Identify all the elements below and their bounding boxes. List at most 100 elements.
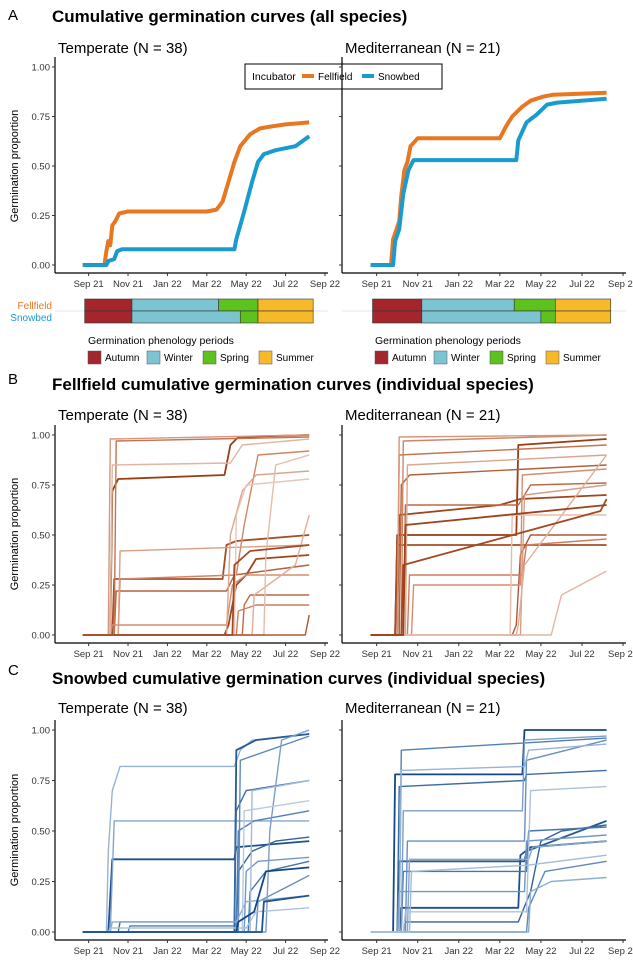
phenology-segment-spring [239,310,259,324]
x-tick-label: Sep 22 [310,279,340,290]
x-tick-label: Sep 21 [362,279,392,290]
species-curve [82,907,310,933]
legend-spring-label: Spring [220,353,249,364]
y-tick-label: 0.75 [32,481,51,492]
y-tick-label: 0.50 [32,531,51,542]
x-tick-label: Nov 21 [113,279,143,290]
x-tick-label: May 22 [525,946,556,957]
x-tick-label: Jul 22 [273,279,298,290]
x-tick-label: Mar 22 [192,279,222,290]
phenology-segment-summer [554,310,612,324]
x-tick-label: Mar 22 [485,649,515,660]
species-curve [82,874,310,933]
y-tick-label: 0.00 [32,631,51,642]
species-curve [82,534,310,636]
phenology-row-label-fellfield: Fellfield [18,301,52,312]
legend-summer-swatch [258,350,273,365]
incubator-legend-box [244,63,443,90]
panel-a-facet-mediterranean: Mediterranean (N = 21) [345,40,501,57]
species-curve [370,785,607,933]
species-curve [82,733,310,933]
panel-a-y-axis-label: Germination proportion [9,110,21,223]
legend-winter-swatch [433,350,448,365]
panel-1-plot: Sep 21 Nov 21 Jan 22 Mar 22 May 22 Jul 22 Sep … [339,57,633,324]
x-tick-label: Jul 22 [273,649,298,660]
phenology-segment-spring [540,310,556,324]
x-tick-label: May 22 [231,946,262,957]
x-tick-label: Sep 22 [608,279,633,290]
phenology-segment-autumn [84,310,133,324]
species-curve [82,594,310,636]
legend-summer-label: Summer [276,353,314,364]
panel-b-letter: B [8,371,18,388]
panel-c-facet-temperate: Temperate (N = 38) [58,700,188,717]
panel-3-plot: Sep 21 Nov 21 Jan 22 Mar 22 May 22 Jul 22 Sep … [339,425,633,660]
species-curve [370,504,607,636]
x-tick-label: Sep 22 [310,946,340,957]
phenology-segment-winter [131,310,241,324]
panel-2-plot: 0.00 0.25 0.50 0.75 1.00 Sep 21 Nov 21 Jan 22 Ma… [32,425,340,660]
panel-a-facet-temperate: Temperate (N = 38) [58,40,188,57]
species-curve [82,840,310,933]
species-curve [82,450,310,636]
panel-b-y-axis-label: Germination proportion [9,478,21,591]
legend-summer-label: Summer [563,353,601,364]
panel-5-plot: Sep 21 Nov 21 Jan 22 Mar 22 May 22 Jul 22 Sep … [339,720,633,957]
snowbed-series-line [370,96,607,267]
x-tick-label: Nov 21 [113,946,143,957]
x-tick-label: Jul 22 [569,279,594,290]
x-tick-label: Nov 21 [403,279,433,290]
species-curve [82,836,310,933]
phenology-segment-winter [421,298,515,312]
panel-b-title: Fellfield cumulative germination curves … [52,375,534,394]
species-curve [82,604,310,636]
species-curve [82,470,310,636]
snowbed-series-line [82,134,311,267]
phenology-segment-autumn [84,298,133,312]
panel-c-y-axis-label: Germination proportion [9,774,21,887]
x-tick-label: Jan 22 [445,946,474,957]
x-tick-label: Jul 22 [569,649,594,660]
fellfield-series-line [82,120,310,267]
panel-c-title: Snowbed cumulative germination curves (i… [52,669,545,688]
x-tick-label: Nov 21 [113,649,143,660]
species-curve [82,544,310,636]
legend-autumn-label: Autumn [105,353,139,364]
x-tick-label: Sep 22 [608,649,633,660]
species-curve [370,876,607,933]
x-tick-label: Sep 22 [310,649,340,660]
phenology-legend-title-mediterranean: Germination phenology periods [375,335,521,347]
panel-a-title: Cumulative germination curves (all speci… [52,7,407,26]
phenology-legend-title-temperate: Germination phenology periods [88,335,234,347]
species-curve [82,544,310,636]
plot-area: 0.00 0.25 0.50 0.75 1.00 Sep 21 Nov 21 Jan 22 Ma… [32,57,633,957]
y-tick-label: 1.00 [32,63,51,74]
phenology-segment-winter [421,310,542,324]
phenology-segment-summer [554,298,612,312]
x-tick-label: May 22 [231,279,262,290]
y-tick-label: 0.25 [32,211,51,222]
species-curve [82,729,310,933]
species-curve [82,856,310,933]
phenology-segment-winter [131,298,219,312]
y-tick-label: 1.00 [32,726,51,737]
species-curve [82,779,310,933]
x-tick-label: Mar 22 [485,946,515,957]
x-tick-label: Sep 21 [362,649,392,660]
x-tick-label: Jan 22 [153,946,182,957]
panel-0-plot: 0.00 0.25 0.50 0.75 1.00 Sep 21 Nov 21 Jan 22 Ma… [32,57,340,324]
panel-c-letter: C [8,662,19,679]
legend-autumn-swatch [374,350,389,365]
x-tick-label: Sep 21 [74,279,104,290]
y-tick-label: 0.75 [32,776,51,787]
legend-winter-label: Winter [164,353,194,364]
legend-winter-label: Winter [451,353,481,364]
x-tick-label: Nov 21 [403,946,433,957]
x-tick-label: Sep 21 [74,649,104,660]
fellfield-series-line [370,90,607,267]
y-tick-label: 0.25 [32,877,51,888]
species-curve [370,739,607,933]
x-tick-label: Jul 22 [569,946,594,957]
phenology-segment-summer [257,310,314,324]
